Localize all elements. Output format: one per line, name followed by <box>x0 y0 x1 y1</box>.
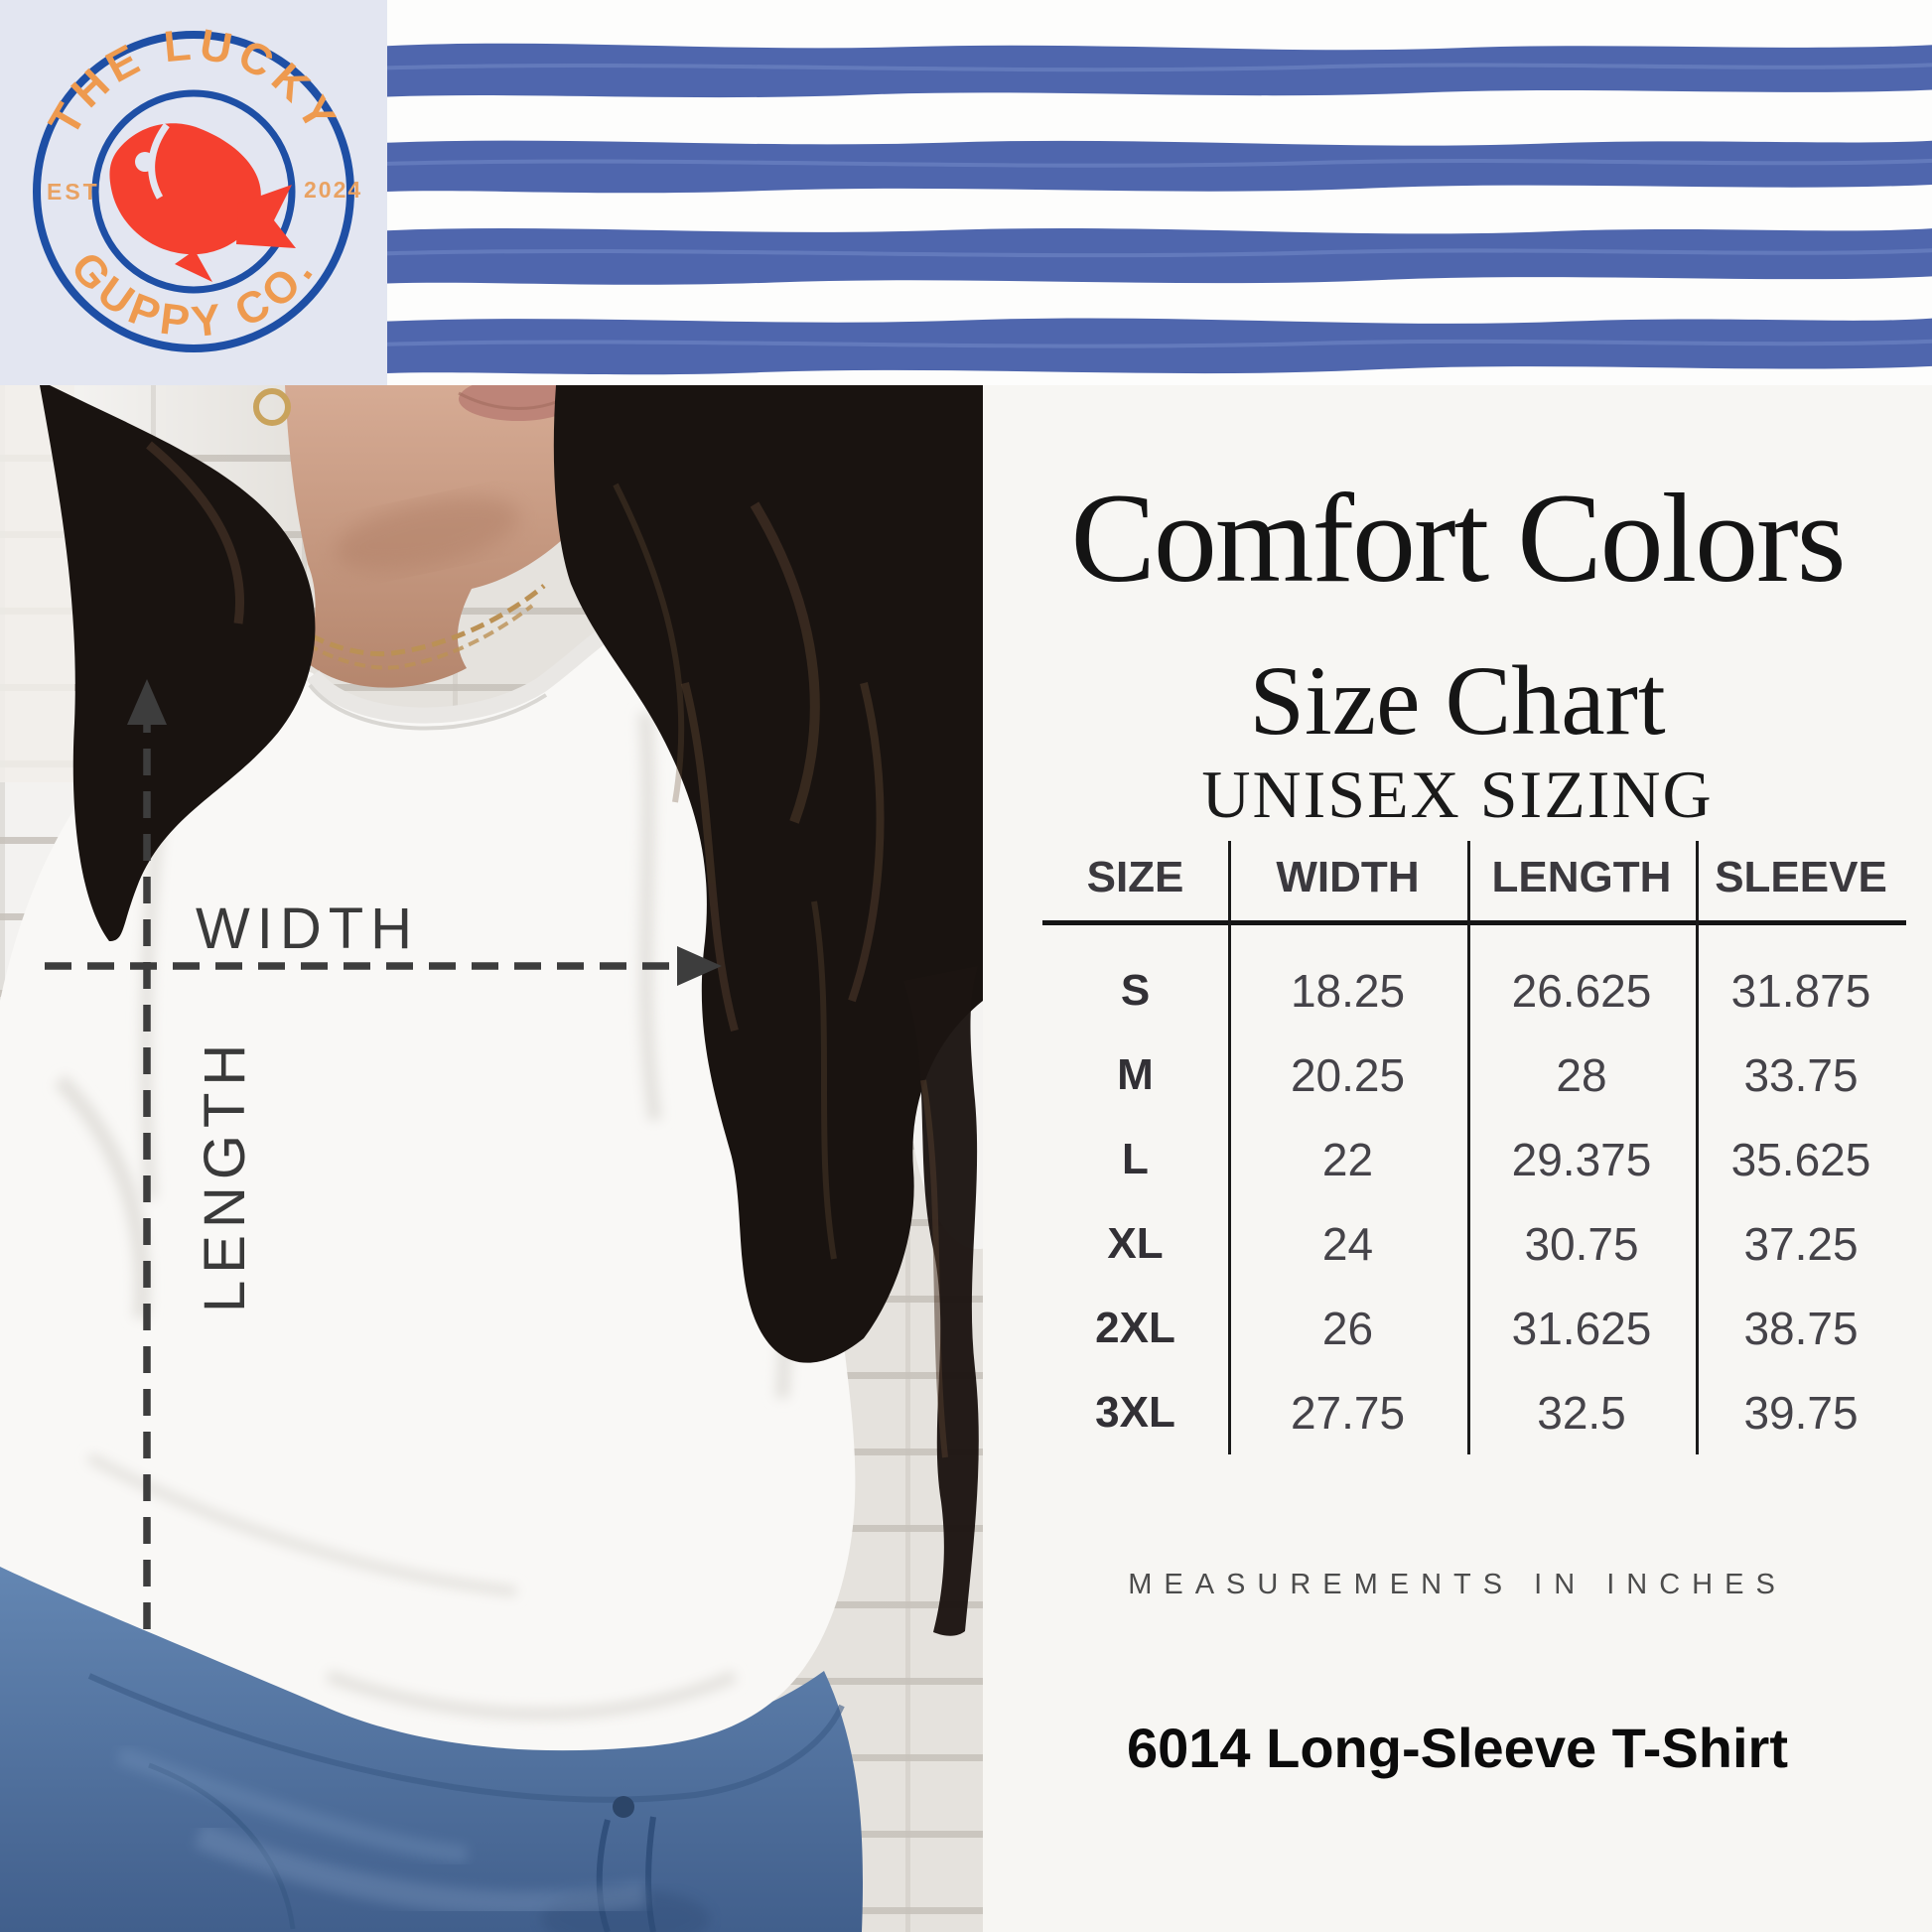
column-header: SLEEVE <box>1715 853 1887 901</box>
measurement-cell: 29.375 <box>1511 1133 1652 1185</box>
table-header-rule <box>1042 920 1906 925</box>
earring <box>253 388 291 426</box>
lips <box>459 385 578 421</box>
measurement-cell: 33.75 <box>1743 1048 1859 1101</box>
measurement-cell: 24 <box>1321 1217 1374 1270</box>
size-cell: M <box>1117 1049 1154 1099</box>
fish-icon <box>109 122 296 282</box>
measurement-cell: 38.75 <box>1743 1302 1859 1354</box>
measurement-arrows <box>45 706 695 1630</box>
units-note: MEASUREMENTS IN INCHES <box>1128 1569 1787 1600</box>
panel-title: Comfort Colors <box>1070 468 1846 609</box>
table-divider <box>1467 841 1470 1454</box>
lucky-guppy-logo: THE LUCKY GUPPY CO. EST 2024 <box>33 20 362 352</box>
panel-subheading: UNISEX SIZING <box>1201 757 1714 832</box>
measurement-cell: 35.625 <box>1730 1133 1871 1185</box>
arrow-right-icon <box>677 946 722 986</box>
table-divider <box>1696 841 1699 1454</box>
size-table-header: SIZE WIDTH LENGTH SLEEVE <box>1042 850 1906 905</box>
table-divider <box>1228 841 1231 1454</box>
stripe-banner <box>387 0 1932 385</box>
column-header: SIZE <box>1086 853 1184 901</box>
measurement-cell: 18.25 <box>1290 964 1406 1017</box>
logo-inner-ring <box>91 89 296 294</box>
brand-logo: THE LUCKY GUPPY CO. EST 2024 <box>0 0 387 385</box>
size-table-body: S 18.25 26.625 31.875 M 20.25 28 33.75 L 22 29.375… <box>1042 948 1906 1454</box>
measurement-cell: 26.625 <box>1511 964 1652 1017</box>
measurement-cell: 20.25 <box>1290 1048 1406 1101</box>
measurement-cell: 26 <box>1321 1302 1374 1354</box>
logo-est-label: EST <box>47 179 100 205</box>
measurement-cell: 28 <box>1556 1048 1607 1101</box>
arrow-up-icon <box>127 679 167 725</box>
logo-year-label: 2024 <box>304 177 362 203</box>
column-header: LENGTH <box>1491 853 1672 901</box>
measurement-cell: 27.75 <box>1290 1386 1406 1439</box>
width-label: WIDTH <box>196 897 419 961</box>
size-cell: 3XL <box>1095 1387 1175 1437</box>
model-hair <box>40 385 983 1636</box>
panel-subtitle: Size Chart <box>1249 645 1666 756</box>
size-chart-panel: Comfort Colors Size Chart UNISEX SIZING … <box>983 385 1932 1932</box>
size-cell: S <box>1120 965 1151 1015</box>
measurement-cell: 39.75 <box>1743 1386 1859 1439</box>
product-name: 6014 Long-Sleeve T-Shirt <box>1127 1717 1788 1779</box>
brand-name-top: THE LUCKY <box>40 20 347 143</box>
model-skin <box>285 385 608 688</box>
size-cell: 2XL <box>1095 1303 1175 1352</box>
measurement-cell: 30.75 <box>1524 1217 1639 1270</box>
stripe-pattern <box>387 43 1932 375</box>
measurement-cell: 32.5 <box>1537 1386 1626 1439</box>
model-photo: WIDTH LENGTH <box>0 385 983 1932</box>
measurement-cell: 31.625 <box>1511 1302 1652 1354</box>
logo-outer-ring <box>33 31 354 352</box>
measurement-cell: 22 <box>1321 1133 1374 1185</box>
measurement-cell: 37.25 <box>1743 1217 1859 1270</box>
measurement-cell: 31.875 <box>1730 964 1871 1017</box>
column-header: WIDTH <box>1276 853 1420 901</box>
size-cell: XL <box>1107 1218 1164 1268</box>
size-cell: L <box>1122 1134 1149 1183</box>
length-label: LENGTH <box>193 1037 257 1312</box>
